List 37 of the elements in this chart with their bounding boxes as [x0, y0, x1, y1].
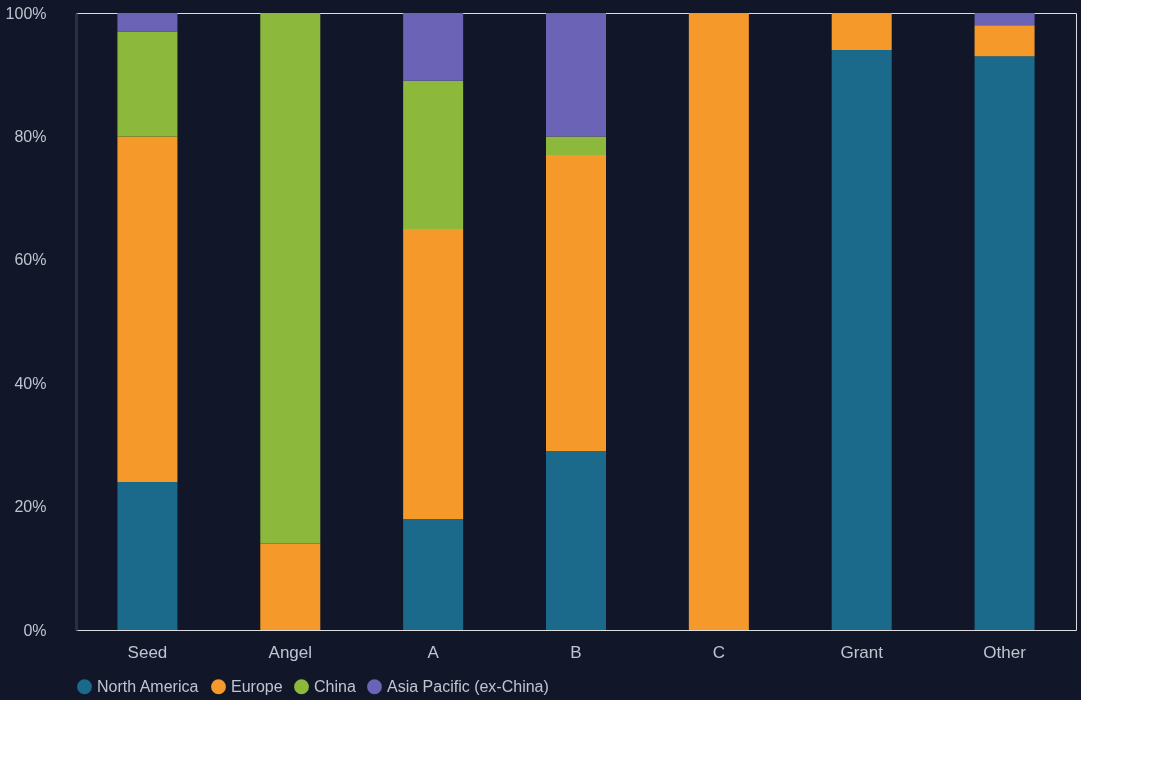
bar: [117, 31, 178, 137]
y-tick-label: 40%: [14, 374, 47, 392]
bar: [546, 451, 606, 630]
bar: [117, 481, 178, 630]
legend-label: Europe: [231, 677, 283, 695]
bar: [403, 518, 464, 630]
bar: [831, 50, 892, 630]
bar: [403, 80, 464, 229]
x-tick-label: A: [427, 642, 440, 662]
bar: [546, 136, 606, 155]
y-tick-label: 60%: [14, 251, 47, 269]
x-tick-label: Grant: [840, 642, 884, 662]
x-tick-label: B: [570, 642, 582, 662]
bar: [117, 136, 178, 482]
x-tick-label: Other: [983, 642, 1027, 662]
legend-label: China: [314, 677, 356, 695]
bar: [260, 13, 321, 544]
bar: [403, 228, 464, 519]
legend-label: North America: [97, 677, 199, 695]
x-tick-label: Angel: [268, 642, 313, 662]
bar: [974, 25, 1035, 57]
bar: [831, 13, 892, 51]
y-tick-label: 100%: [5, 4, 47, 22]
legend-label: Asia Pacific (ex-China): [387, 677, 549, 695]
bar: [688, 13, 749, 630]
bar: [546, 13, 606, 137]
bar: [117, 13, 178, 32]
bar: [974, 13, 1035, 26]
x-tick-label: C: [712, 642, 725, 662]
bar: [546, 154, 606, 452]
bar: [974, 56, 1035, 630]
y-tick-label: 0%: [23, 621, 47, 639]
x-tick-label: Seed: [127, 642, 168, 662]
bar: [260, 543, 321, 630]
bar: [403, 13, 464, 81]
y-tick-label: 20%: [14, 498, 47, 516]
y-tick-label: 80%: [14, 127, 47, 145]
